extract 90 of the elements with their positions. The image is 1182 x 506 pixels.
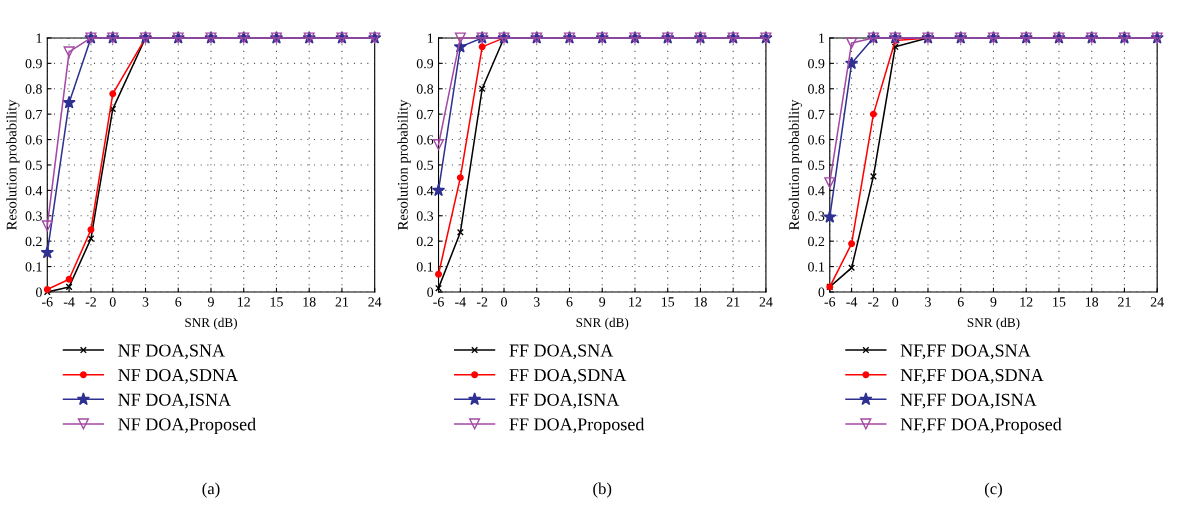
legend-label: NF,FF DOA,ISNA: [900, 393, 1037, 409]
y-axis-title: Resolution probability: [6, 99, 20, 230]
legend-label: NF DOA,SDNA: [118, 369, 238, 384]
legend-label: NF DOA,SNA: [118, 344, 225, 360]
text: (c): [984, 482, 1002, 498]
x-tick-label: -4: [455, 297, 466, 307]
y-tick-label: 0.5: [416, 160, 434, 170]
y-tick-label: 0.4: [416, 185, 434, 196]
x-tick-label: 21: [726, 297, 740, 307]
y-tick-label: 0.4: [25, 185, 43, 196]
x-axis-title: SNR (dB): [185, 317, 237, 330]
legend-label: NF,FF DOA,SDNA: [900, 369, 1044, 384]
y-tick-label: 0.9: [25, 58, 42, 69]
x-axis-title: SNR (dB): [967, 317, 1020, 330]
legend-label: FF DOA,SNA: [509, 344, 614, 360]
y-axis-title: Resolution probability: [397, 99, 411, 230]
x-tick-label: 9: [207, 297, 214, 307]
text: (b): [593, 482, 612, 498]
x-tick-label: 12: [1020, 297, 1033, 307]
y-tick-label: 0.5: [808, 160, 825, 170]
y-tick-label: 0.1: [416, 262, 433, 272]
y-tick-label: 0.9: [416, 58, 434, 69]
y-tick-label: 0.8: [808, 84, 825, 94]
y-tick-label: 0.3: [808, 211, 825, 221]
y-tick-label: 0.8: [416, 84, 434, 94]
y-tick-label: 0.9: [808, 58, 825, 69]
y-tick-label: 1: [819, 33, 825, 43]
y-tick-label: 0.2: [416, 236, 433, 247]
y-tick-label: 0.1: [25, 262, 42, 272]
x-tick-label: 15: [1053, 297, 1066, 307]
y-tick-label: 0.7: [416, 109, 434, 120]
legend-label: NF DOA,Proposed: [118, 417, 256, 435]
y-tick-label: 0.1: [808, 262, 825, 272]
x-tick-label: -2: [476, 297, 488, 307]
x-tick-label: 6: [175, 297, 182, 307]
y-tick-label: 0: [36, 287, 42, 297]
y-tick-label: 0.6: [416, 135, 434, 145]
y-tick-label: 0.2: [808, 236, 825, 247]
y-tick-label: 0.3: [416, 211, 434, 221]
y-tick-label: 0.6: [25, 135, 42, 145]
x-tick-label: 6: [566, 297, 573, 307]
legend-label: NF,FF DOA,Proposed: [900, 417, 1062, 435]
x-tick-label: -6: [433, 297, 444, 307]
y-tick-label: 0.5: [25, 160, 42, 170]
x-tick-label: 9: [599, 297, 606, 307]
x-tick-label: 12: [238, 297, 250, 307]
x-tick-label: 21: [1118, 297, 1131, 307]
x-tick-label: 0: [892, 297, 899, 307]
x-tick-label: -2: [85, 297, 96, 307]
y-tick-label: 1: [36, 33, 42, 43]
y-tick-label: 0: [818, 287, 825, 297]
y-tick-label: 0.8: [25, 84, 42, 94]
x-tick-label: 18: [694, 297, 707, 307]
y-tick-label: 0.4: [808, 185, 825, 196]
legend-label: FF DOA,SDNA: [509, 369, 627, 384]
x-tick-label: 9: [990, 297, 997, 307]
y-tick-label: 0.7: [25, 109, 43, 120]
x-tick-label: 21: [335, 297, 349, 307]
x-tick-label: -6: [42, 297, 53, 307]
x-tick-label: 24: [1150, 297, 1164, 307]
x-tick-label: -6: [824, 297, 836, 307]
x-tick-label: 15: [661, 297, 675, 307]
y-tick-label: 0.6: [808, 135, 825, 145]
x-tick-label: 0: [109, 297, 116, 307]
legend-label: NF DOA,ISNA: [118, 393, 231, 409]
x-tick-label: 15: [270, 297, 283, 307]
x-tick-label: 3: [142, 297, 149, 307]
y-tick-label: 0: [427, 287, 434, 297]
x-tick-label: 3: [533, 297, 540, 307]
legend-label: FF DOA,ISNA: [509, 393, 620, 409]
y-tick-label: 0.3: [25, 211, 42, 221]
y-axis-title: Resolution probability: [788, 99, 802, 230]
x-tick-label: 12: [629, 297, 642, 307]
y-tick-label: 0.2: [25, 236, 42, 247]
x-tick-label: -2: [868, 297, 879, 307]
x-tick-label: 24: [759, 297, 773, 307]
y-tick-label: 0.7: [808, 109, 825, 120]
x-axis-title: SNR (dB): [576, 317, 629, 330]
x-tick-label: 3: [925, 297, 931, 307]
x-tick-label: 6: [957, 297, 964, 307]
x-tick-label: 24: [368, 297, 382, 307]
x-tick-label: -4: [846, 297, 858, 307]
x-tick-label: 0: [501, 297, 507, 307]
text: (a): [202, 482, 220, 498]
y-tick-label: 1: [427, 33, 433, 43]
x-tick-label: 18: [1085, 297, 1099, 307]
x-tick-label: 18: [303, 297, 316, 307]
legend-label: FF DOA,Proposed: [509, 417, 645, 435]
legend-label: NF,FF DOA,SNA: [900, 344, 1031, 360]
x-tick-label: -4: [63, 297, 75, 307]
